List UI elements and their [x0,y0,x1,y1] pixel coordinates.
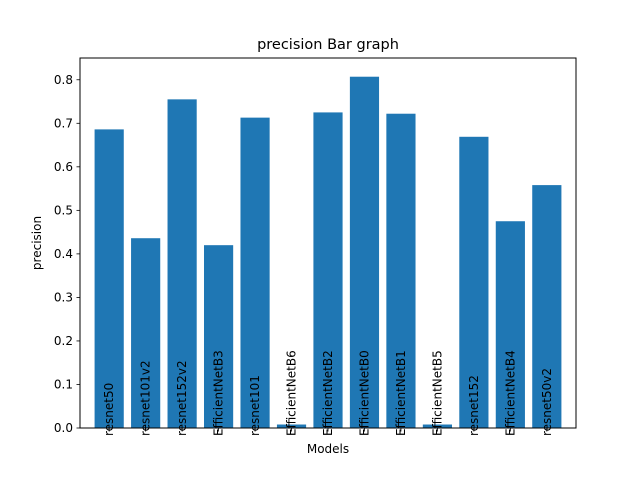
bar-resnet152 [459,136,489,428]
x-tick-label: resnet101 [248,375,262,436]
x-axis-label: Models [307,442,349,456]
y-tick-label: 0.7 [54,116,73,130]
y-tick-label: 0.8 [54,73,73,87]
x-tick-label: EfficientNetB1 [394,350,408,436]
x-tick-label: resnet152 [467,375,481,436]
x-tick-label: resnet101v2 [139,360,153,436]
y-tick-label: 0.2 [54,334,73,348]
y-axis-label: precision [30,216,44,270]
bar-EfficientNetB5 [422,424,452,428]
bar-EfficientNetB3 [204,245,234,428]
bar-resnet152v2 [167,99,197,429]
x-tick-label: EfficientNetB6 [285,350,299,436]
y-tick-label: 0.4 [54,247,73,261]
x-tick-label: EfficientNetB2 [321,350,335,436]
x-tick-label: resnet50v2 [540,368,554,436]
y-tick-label: 0.6 [54,160,73,174]
bar-EfficientNetB6 [276,424,307,428]
x-tick-label: EfficientNetB5 [430,350,444,436]
x-tick-label: EfficientNetB3 [212,350,226,436]
bar-EfficientNetB4 [495,221,525,428]
x-tick-labels: resnet50 resnet101v2 resnet152v2 EfficientN… [102,350,554,436]
y-tick-label: 0.1 [54,377,73,391]
bar-EfficientNetB1 [386,113,416,428]
x-tick-label: resnet50 [102,383,116,436]
bars-layer [94,76,562,429]
bar-EfficientNetB2 [313,112,343,428]
y-tick-label: 0.0 [54,421,73,435]
bar-resnet50 [94,129,124,428]
y-tick-label: 0.3 [54,290,73,304]
x-tick-label: EfficientNetB4 [503,350,517,436]
x-tick-label: resnet152v2 [175,360,189,436]
bar-EfficientNetB0 [349,76,380,428]
y-tick-label: 0.5 [54,203,73,217]
bar-resnet101 [240,117,270,429]
y-axis: 0.0 0.1 0.2 0.3 0.4 0.5 0.6 0.7 0.8 [54,73,80,435]
bar-resnet101v2 [131,238,161,428]
x-tick-label: EfficientNetB0 [357,350,371,436]
plot-frame [79,57,577,429]
chart-title: precision Bar graph [257,37,399,53]
bar-resnet50v2 [532,185,562,428]
